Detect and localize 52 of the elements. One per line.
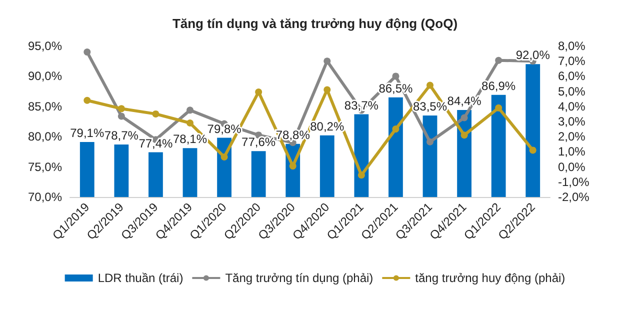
point [529,146,536,154]
point [186,120,194,127]
point [495,56,502,64]
data-label: 77,6% [242,135,276,150]
point [358,172,365,179]
y-tick-label: 90,0% [28,69,62,84]
point [324,58,331,65]
y-tick-label: 95,0% [28,39,62,53]
point [220,153,228,160]
point [84,48,91,56]
data-label: 83,7% [344,98,379,112]
point [426,138,434,146]
y2-tick-label: 2,0% [558,130,586,144]
point [392,126,400,133]
legend-label: tăng trưởng huy động (phải) [415,271,566,285]
y-tick-label: 75,0% [28,160,62,174]
point [460,132,468,139]
y2-tick-label: 6,0% [558,69,586,84]
y-tick-label: 70,0% [28,190,62,204]
chart-title: Tăng tín dụng và tăng trưởng huy động (QoQ) [172,16,458,31]
y2-tick-label: 8,0% [558,39,586,53]
y2-tick-label: 0,0% [558,160,586,174]
data-label: 92,0% [516,48,550,62]
y2-tick-label: 1,0% [558,144,586,159]
legend-label: LDR thuần (trái) [98,271,184,285]
point [495,104,502,112]
data-label: 84,4% [447,94,482,108]
y2-tick-label: -1,0% [558,174,590,189]
point [289,162,296,170]
point [426,82,434,89]
point [152,110,160,118]
data-label: 86,9% [482,78,516,93]
point [460,114,468,122]
point [118,105,125,112]
point [118,112,125,120]
data-label: 78,7% [104,128,139,142]
y2-tick-label: -2,0% [558,190,590,204]
data-label: 86,5% [378,81,414,96]
point [392,72,400,80]
y2-tick-label: 3,0% [558,114,586,128]
data-label: 79,1% [70,126,104,140]
y2-tick-label: 5,0% [558,84,586,98]
y2-tick-label: 7,0% [558,54,586,68]
data-label: 78,1% [172,132,208,146]
y2-tick-label: 4,0% [558,99,586,114]
point [186,106,194,114]
legend-label: Tăng trưởng tín dụng (phải) [225,271,374,285]
point [324,86,331,94]
point [84,96,91,104]
y-tick-label: 85,0% [28,99,62,114]
y-tick-label: 80,0% [28,130,62,144]
data-label: 77,4% [138,136,174,150]
